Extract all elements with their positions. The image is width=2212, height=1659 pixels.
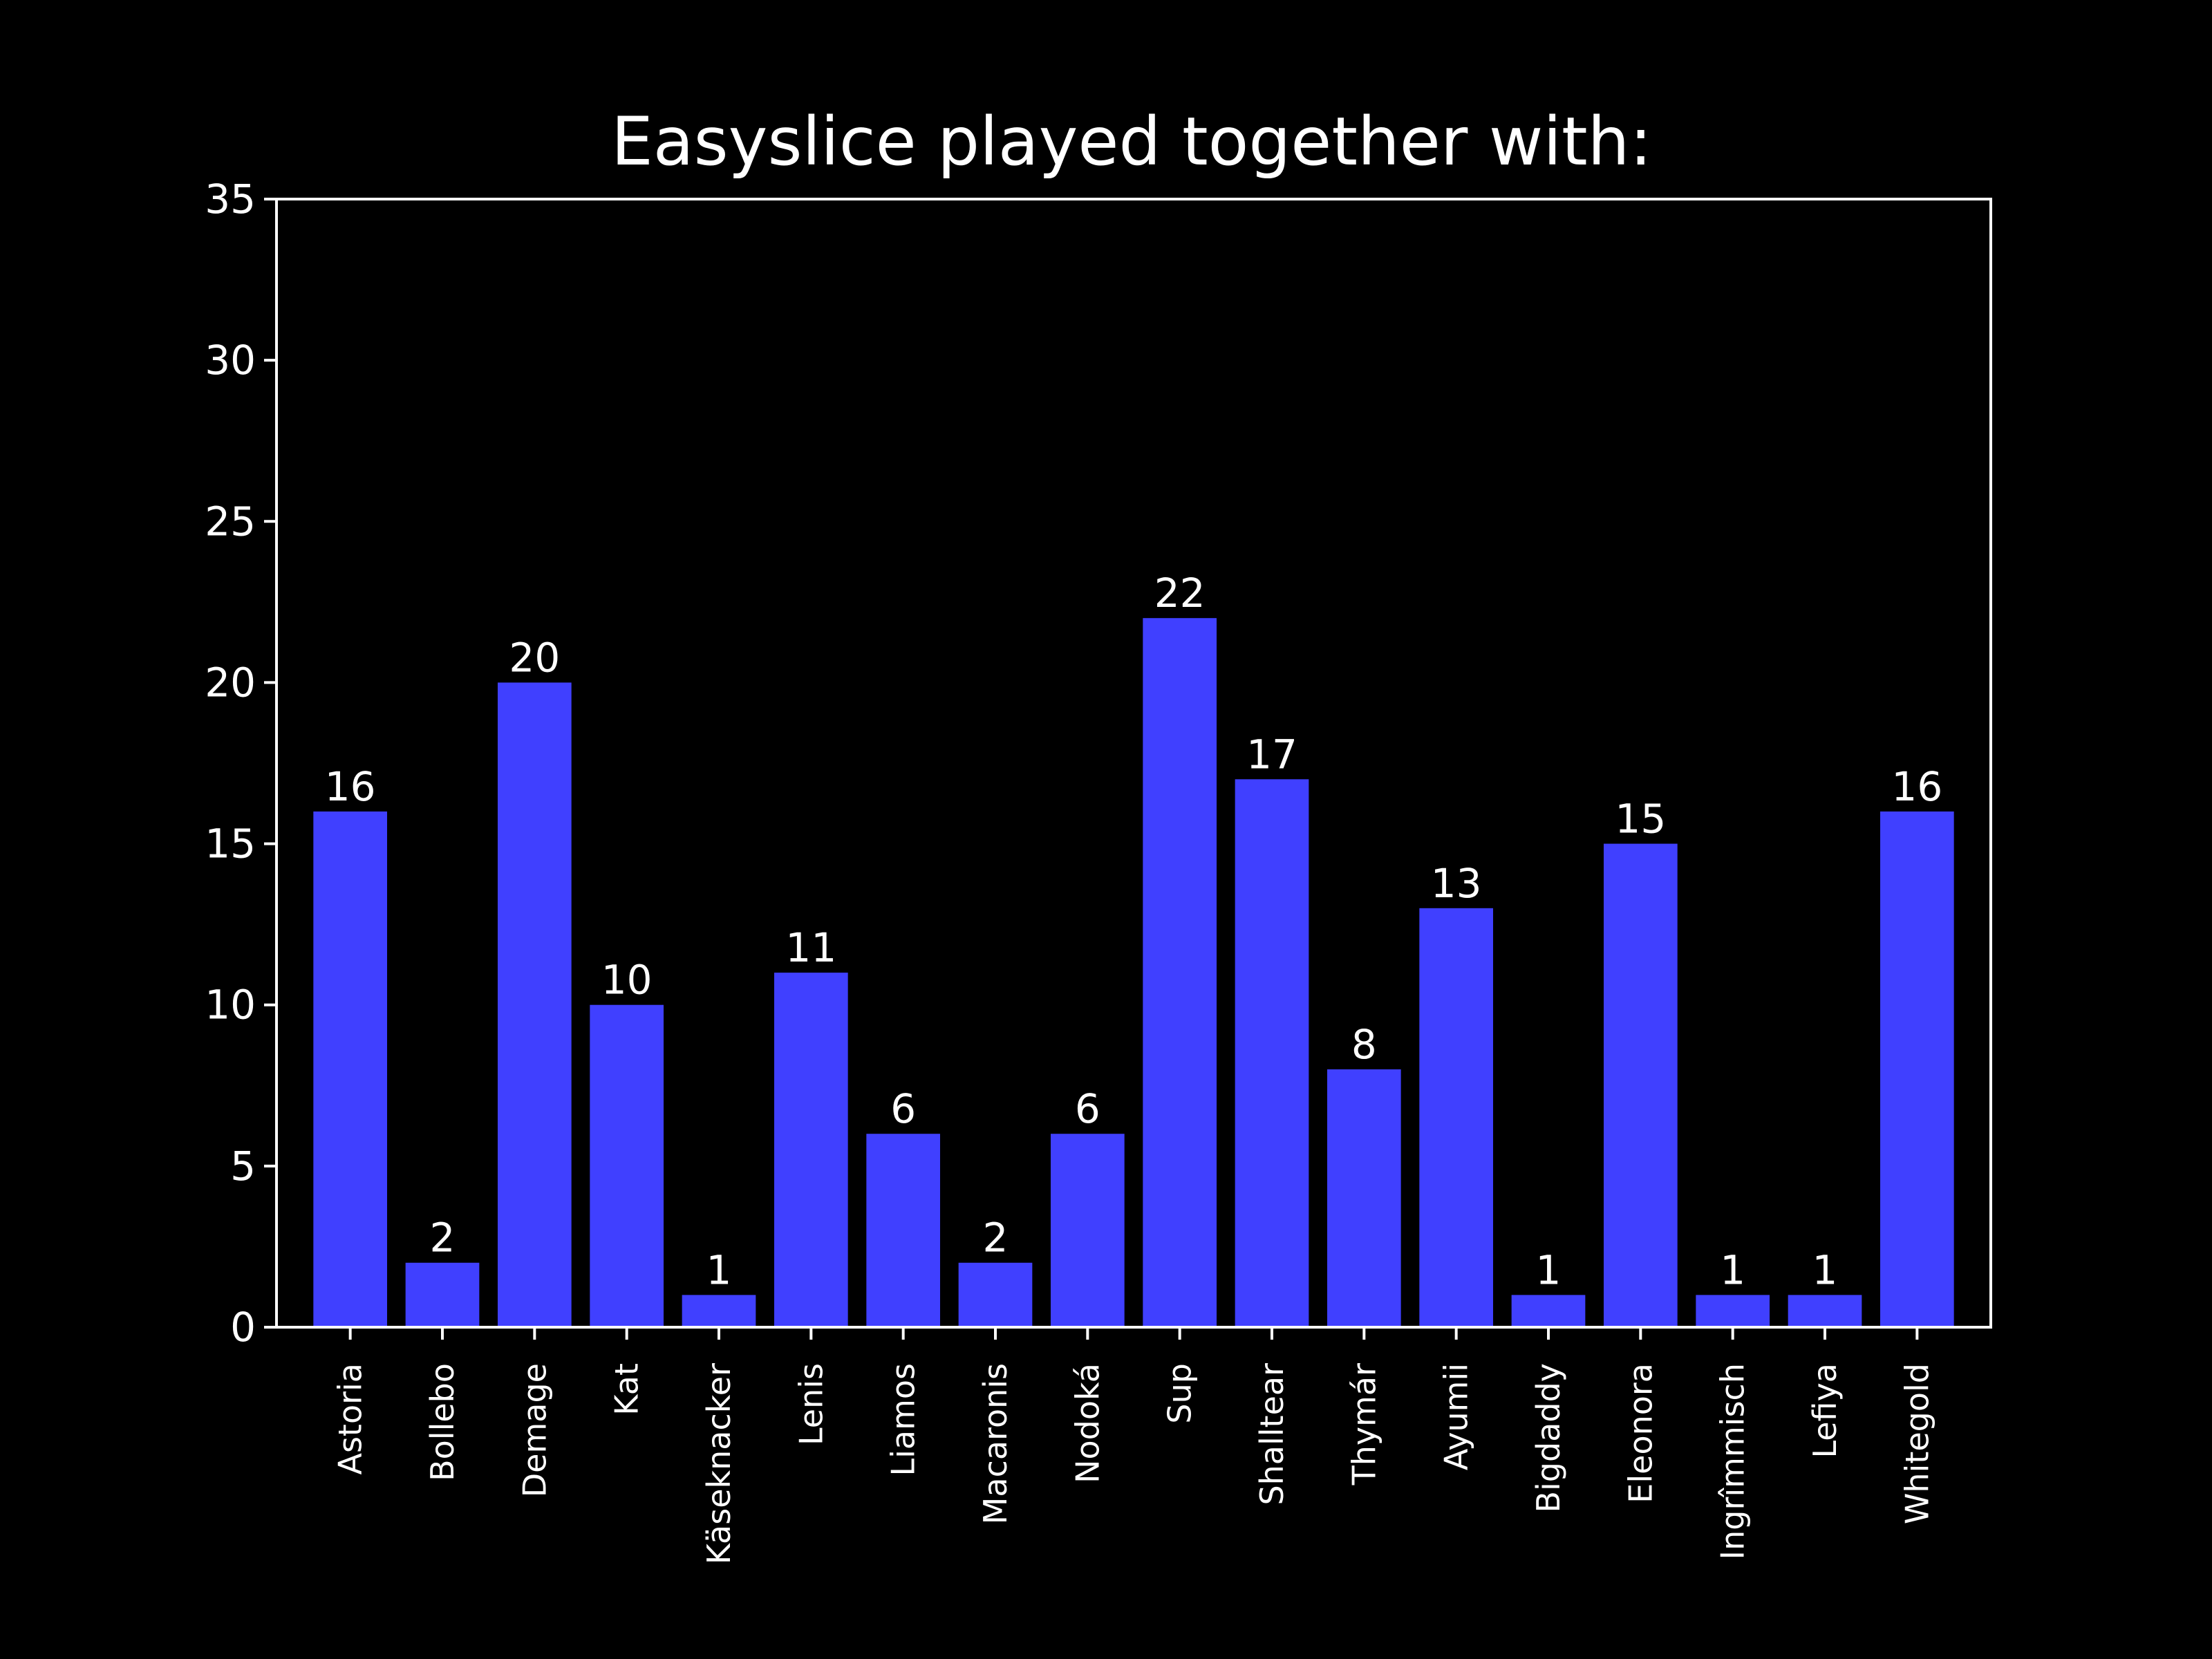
bar [1327,1069,1401,1327]
x-tick-label: Ayumii [1438,1363,1475,1470]
x-tick-label: Demage [516,1363,553,1497]
x-tick-label: Shalltear [1253,1363,1291,1506]
x-tick-label: Lefiya [1806,1363,1844,1459]
bar [1419,908,1493,1327]
bar [1696,1295,1770,1327]
value-label: 20 [509,634,560,681]
value-label: 15 [1615,796,1666,843]
y-tick-label: 0 [230,1304,256,1351]
bar [866,1134,940,1327]
x-tick-label: Astoria [332,1363,369,1475]
x-tick-label: Bollebo [424,1363,461,1481]
x-tick-label: Sup [1161,1363,1199,1424]
y-axis: 0 5 10 15 20 25 30 35 [205,176,276,1351]
plot-frame [275,198,1992,1329]
value-label: 16 [325,763,376,810]
bar [958,1262,1033,1327]
value-label: 1 [1812,1246,1838,1293]
value-label: 13 [1431,860,1482,907]
bar [1788,1295,1862,1327]
x-tick-label: Eleonora [1622,1363,1659,1503]
x-tick-label: Liamos [885,1363,922,1477]
x-tick-label: Kat [608,1363,646,1416]
bar [774,973,848,1327]
x-tick-label: Thymár [1345,1363,1382,1485]
value-label: 6 [890,1085,916,1132]
chart-title: Easyslice played together with: [611,103,1652,180]
value-label: 16 [1891,763,1942,810]
x-tick-label: Whitegold [1898,1363,1936,1524]
value-label: 8 [1351,1021,1377,1068]
y-tick-label: 20 [205,659,256,706]
bar [1604,843,1678,1327]
bar [498,682,572,1327]
bar [1235,779,1309,1327]
y-tick-label: 30 [205,337,256,384]
bar [590,1004,664,1327]
bar [1511,1295,1586,1327]
bar [1143,618,1217,1328]
value-label: 2 [430,1215,456,1262]
value-label: 17 [1246,731,1297,778]
bar [1051,1134,1125,1327]
x-tick-label: Bigdaddy [1530,1363,1567,1513]
y-tick-label: 35 [205,176,256,223]
value-label: 1 [706,1246,732,1293]
value-label: 11 [785,924,836,971]
value-label: 6 [1075,1085,1100,1132]
x-tick-label: Lenis [792,1363,830,1445]
x-axis: Astoria Bollebo Demage Kat Käseknacker Lenis L… [332,1327,1936,1564]
x-tick-label: Macaronis [977,1363,1014,1524]
x-tick-label: Ingrîmmisch [1714,1363,1752,1559]
value-label: 1 [1536,1246,1562,1293]
y-tick-label: 25 [205,498,256,545]
bar [313,811,387,1327]
bars [313,618,1954,1328]
value-label: 22 [1154,570,1206,617]
x-tick-label: Nodoká [1069,1363,1106,1483]
y-tick-label: 10 [205,982,256,1029]
value-label: 2 [983,1215,1009,1262]
bar [682,1295,756,1327]
y-tick-label: 15 [205,821,256,868]
value-label: 10 [601,957,653,1004]
x-tick-label: Käseknacker [700,1363,738,1564]
value-label: 1 [1720,1246,1745,1293]
bar [1880,811,1954,1327]
y-tick-label: 5 [230,1143,256,1190]
bar [405,1262,480,1327]
